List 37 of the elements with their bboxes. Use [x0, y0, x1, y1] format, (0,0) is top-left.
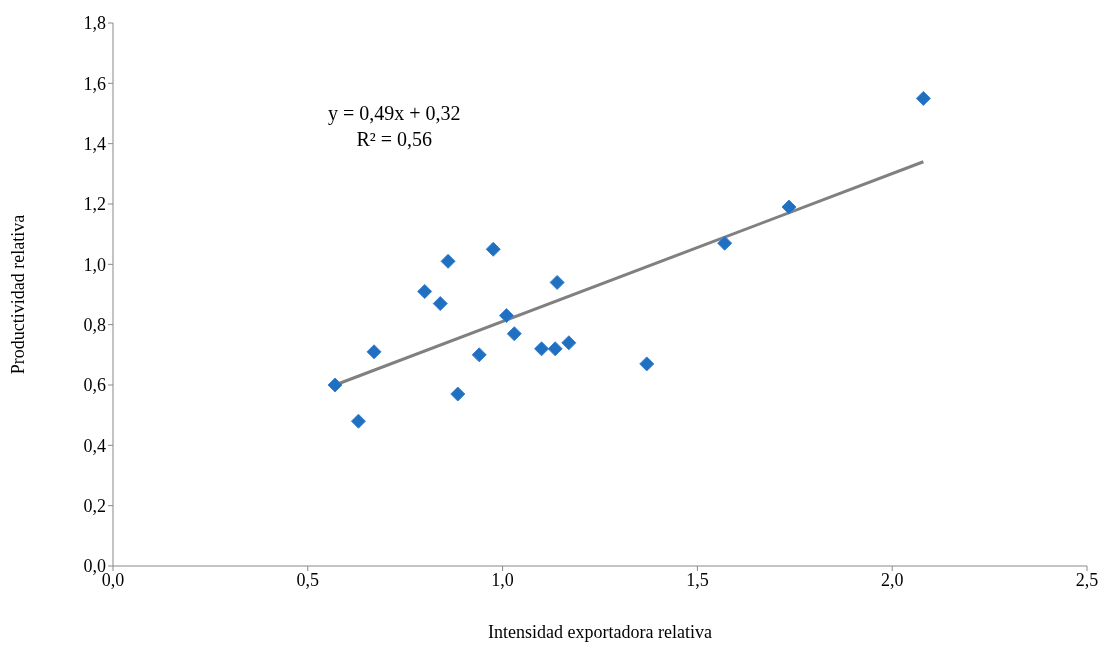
point	[350, 413, 366, 429]
y-tick-label: 0,6	[83, 375, 106, 396]
y-tick-label: 1,6	[83, 73, 106, 94]
point	[547, 341, 563, 357]
point	[506, 326, 522, 342]
point	[915, 90, 931, 106]
point	[549, 274, 565, 290]
point	[327, 377, 343, 393]
point	[440, 253, 456, 269]
point	[417, 283, 433, 299]
x-tick-label: 1,0	[491, 569, 514, 590]
point	[561, 335, 577, 351]
point	[717, 235, 733, 251]
x-axis-title: Intensidad exportadora relativa	[488, 622, 712, 642]
y-tick-label: 0,4	[83, 435, 106, 456]
y-tick-label: 1,0	[83, 254, 106, 275]
y-tick-label: 1,8	[83, 13, 106, 34]
y-tick-label: 1,4	[83, 134, 106, 155]
point	[450, 386, 466, 402]
point	[366, 344, 382, 360]
annotation: y = 0,49x + 0,32	[328, 101, 461, 126]
y-tick-label: 1,2	[83, 194, 106, 215]
point	[432, 296, 448, 312]
y-tick-label: 0,8	[83, 315, 106, 336]
x-tick-label: 2,5	[1075, 569, 1099, 590]
x-tick-label: 0,5	[296, 569, 320, 590]
point	[639, 356, 655, 372]
point	[471, 347, 487, 363]
point	[499, 308, 514, 324]
annotation: R² = 0,56	[355, 127, 434, 152]
point	[485, 241, 501, 257]
y-axis-title: Productividad relativa	[8, 214, 29, 375]
x-tick-label: 1,5	[686, 569, 709, 590]
y-tick-label: 0,2	[83, 496, 106, 517]
point	[534, 341, 550, 357]
point	[781, 199, 797, 215]
x-tick-label: 2,0	[880, 569, 904, 590]
